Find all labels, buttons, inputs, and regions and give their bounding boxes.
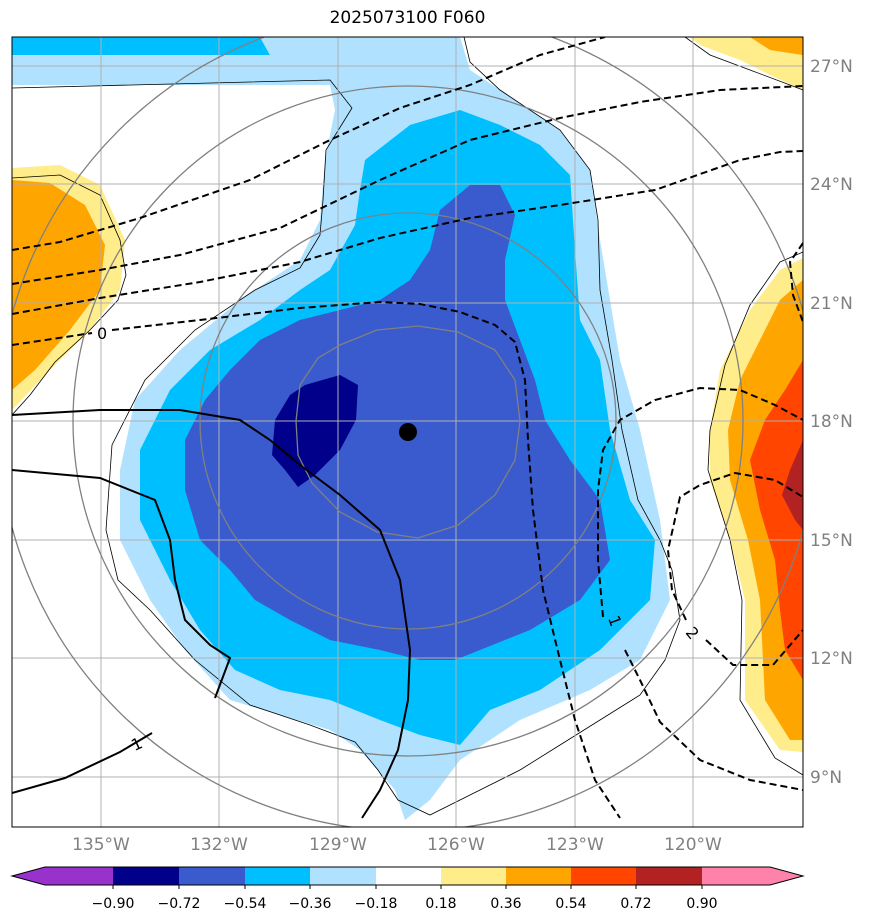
lat-label: 24°N (810, 175, 853, 195)
colorbar-tick-label: −0.36 (289, 896, 332, 912)
zero-line-outlines (12, 37, 803, 816)
dashed-contours (12, 37, 803, 819)
colorbar-segment (376, 867, 441, 885)
colorbar-tick-label: 0.72 (620, 896, 651, 912)
contour-label: 1 (128, 733, 145, 755)
storm-center-marker (399, 423, 417, 441)
colorbar-segment (441, 867, 506, 885)
colorbar-tick-label: −0.72 (158, 896, 201, 912)
colorbar-segment (179, 867, 245, 885)
colorbar-segment (506, 867, 571, 885)
colorbar-segment (770, 867, 803, 885)
colorbar-tick-label: 0.36 (490, 896, 521, 912)
map-title: 2025073100 F060 (329, 8, 486, 28)
colorbar-segment (245, 867, 310, 885)
lat-lon-gridlines (12, 37, 803, 827)
colorbar-segment (702, 867, 770, 885)
lon-label: 123°W (546, 835, 604, 855)
colorbar: −0.90 −0.72 −0.54 −0.36 −0.18 0.18 0.36 … (10, 866, 805, 912)
lat-label: 21°N (810, 294, 853, 314)
latitude-tick-labels: 27°N 24°N 21°N 18°N 15°N 12°N 9°N (810, 57, 853, 788)
colorbar-segment (113, 867, 179, 885)
colorbar-tick-label: 0.18 (425, 896, 456, 912)
contour-label: 2 (682, 623, 703, 643)
colorbar-outline (10, 866, 805, 886)
lon-label: 132°W (190, 835, 248, 855)
contour-label: 0 (97, 324, 107, 343)
lon-label: 126°W (427, 835, 485, 855)
colorbar-segment (636, 867, 702, 885)
lon-label: 129°W (309, 835, 367, 855)
lat-label: 12°N (810, 649, 853, 669)
colorbar-tick-label: −0.54 (224, 896, 267, 912)
lon-label: 120°W (664, 835, 722, 855)
colorbar-segment (12, 867, 45, 885)
colorbar-tick-label: 0.90 (686, 896, 717, 912)
lat-label: 9°N (810, 768, 842, 788)
colorbar-tick-label: −0.18 (355, 896, 398, 912)
plot-frame (11, 36, 804, 828)
colorbar-tick-label: −0.90 (92, 896, 135, 912)
colorbar-tick-label: 0.54 (555, 896, 586, 912)
colorbar-segment (310, 867, 376, 885)
longitude-tick-labels: 135°W 132°W 129°W 126°W 123°W 120°W (72, 835, 722, 855)
shaded-anomaly-field (12, 37, 803, 820)
colorbar-segment (571, 867, 636, 885)
lon-label: 135°W (72, 835, 130, 855)
colorbar-segment (45, 867, 113, 885)
lat-label: 18°N (810, 412, 853, 432)
lat-label: 27°N (810, 57, 853, 77)
solid-contours (12, 409, 412, 819)
lat-label: 15°N (810, 531, 853, 551)
